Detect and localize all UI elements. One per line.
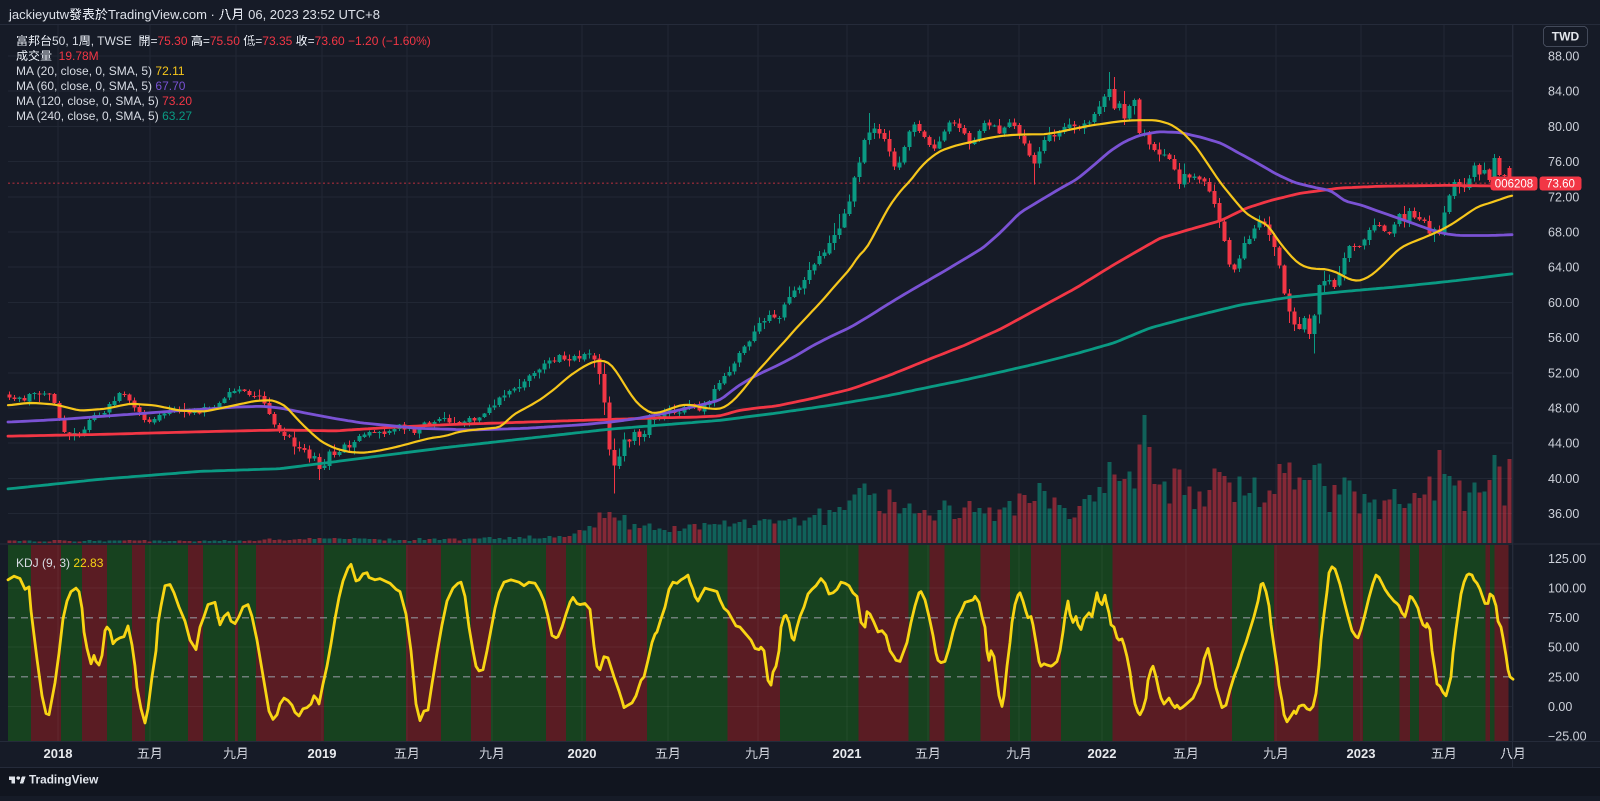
svg-text:KDJ (9, 3): KDJ (9, 3): [16, 556, 70, 570]
svg-text:2022: 2022: [1088, 746, 1117, 761]
svg-text:TWD: TWD: [1552, 30, 1580, 44]
svg-text:60.00: 60.00: [1548, 296, 1579, 310]
svg-text:06, 2023 23:52 UTC+8: 06, 2023 23:52 UTC+8: [248, 7, 380, 22]
svg-text:68.00: 68.00: [1548, 226, 1579, 240]
svg-text:2021: 2021: [833, 746, 862, 761]
svg-text:56.00: 56.00: [1548, 331, 1579, 345]
svg-text:25.00: 25.00: [1548, 670, 1579, 684]
svg-text:2019: 2019: [308, 746, 337, 761]
svg-text:72.11: 72.11: [155, 64, 184, 78]
svg-text:75.30: 75.30: [158, 34, 188, 48]
svg-text:MA (20, close, 0, SMA, 5): MA (20, close, 0, SMA, 5): [16, 64, 152, 78]
svg-text:50, 1: 50, 1: [52, 34, 79, 48]
svg-text:22.83: 22.83: [73, 556, 103, 570]
svg-text:64.00: 64.00: [1548, 261, 1579, 275]
svg-text:=: =: [151, 34, 158, 48]
svg-text:006208: 006208: [1495, 179, 1533, 191]
svg-text:40.00: 40.00: [1548, 472, 1579, 486]
svg-text:19.78M: 19.78M: [59, 49, 99, 63]
svg-text:67.70: 67.70: [155, 79, 185, 93]
svg-text:52.00: 52.00: [1548, 366, 1579, 380]
svg-text:MA (60, close, 0, SMA, 5): MA (60, close, 0, SMA, 5): [16, 79, 152, 93]
svg-text:2018: 2018: [44, 746, 73, 761]
svg-text:jackieyutw: jackieyutw: [8, 7, 70, 22]
svg-text:MA (120, close, 0, SMA, 5): MA (120, close, 0, SMA, 5): [16, 94, 159, 108]
svg-text:48.00: 48.00: [1548, 402, 1579, 416]
svg-text:100.00: 100.00: [1548, 582, 1586, 596]
svg-text:84.00: 84.00: [1548, 85, 1579, 99]
svg-text:TradingView.com ·: TradingView.com ·: [108, 7, 215, 22]
svg-text:125.00: 125.00: [1548, 552, 1586, 566]
svg-text:0.00: 0.00: [1548, 700, 1572, 714]
svg-text:73.20: 73.20: [162, 94, 192, 108]
svg-text:=: =: [308, 34, 315, 48]
svg-text:76.00: 76.00: [1548, 155, 1579, 169]
svg-text:73.35: 73.35: [262, 34, 292, 48]
svg-text:72.00: 72.00: [1548, 190, 1579, 204]
svg-text:73.60: 73.60: [315, 34, 345, 48]
svg-text:75.00: 75.00: [1548, 611, 1579, 625]
svg-text:TradingView: TradingView: [29, 773, 99, 787]
svg-text:, TWSE: , TWSE: [91, 34, 132, 48]
svg-text:=: =: [255, 34, 262, 48]
svg-text:−1.20 (−1.60%): −1.20 (−1.60%): [348, 34, 431, 48]
svg-text:=: =: [203, 34, 210, 48]
svg-text:88.00: 88.00: [1548, 50, 1579, 64]
svg-text:73.60: 73.60: [1546, 179, 1575, 191]
svg-text:63.27: 63.27: [162, 109, 192, 123]
svg-text:80.00: 80.00: [1548, 120, 1579, 134]
svg-text:50.00: 50.00: [1548, 641, 1579, 655]
svg-text:MA (240, close, 0, SMA, 5): MA (240, close, 0, SMA, 5): [16, 109, 159, 123]
svg-text:44.00: 44.00: [1548, 437, 1579, 451]
svg-text:36.00: 36.00: [1548, 507, 1579, 521]
svg-text:2020: 2020: [568, 746, 597, 761]
svg-text:2023: 2023: [1347, 746, 1376, 761]
svg-text:−25.00: −25.00: [1548, 730, 1587, 744]
svg-text:75.50: 75.50: [210, 34, 240, 48]
